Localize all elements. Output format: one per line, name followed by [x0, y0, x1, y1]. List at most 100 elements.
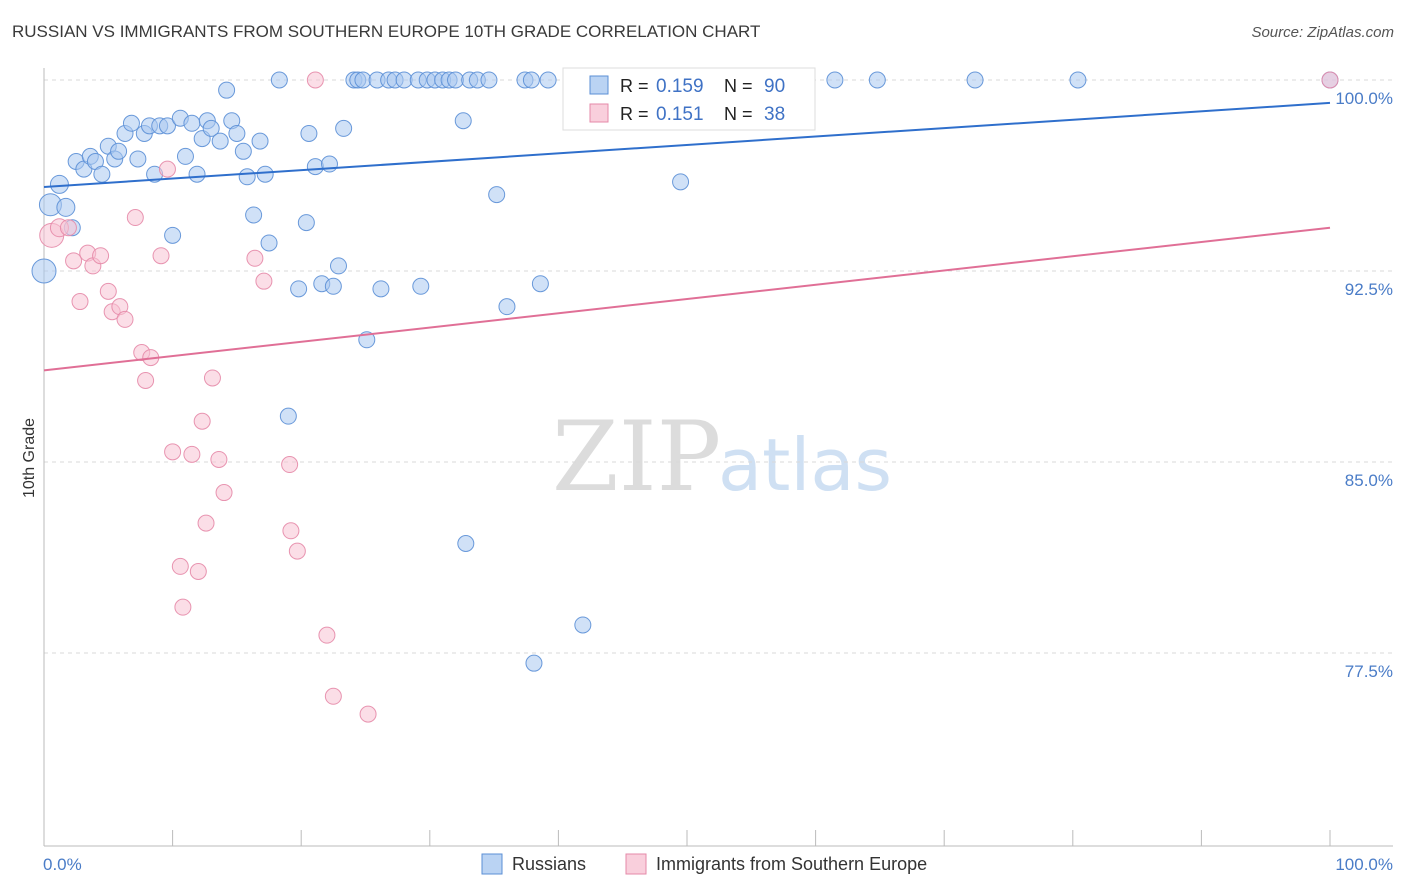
point-immigrants [189, 563, 207, 581]
gridlines [44, 79, 1393, 654]
point-immigrants [164, 443, 182, 461]
y-tick-label: 92.5% [1345, 280, 1393, 299]
point-russians [488, 186, 506, 204]
point-russians [56, 197, 76, 217]
point-immigrants [282, 522, 300, 540]
point-russians [372, 280, 390, 298]
point-immigrants [137, 372, 155, 390]
point-immigrants [197, 514, 215, 532]
point-russians [498, 298, 516, 316]
point-immigrants [215, 484, 233, 502]
point-immigrants [281, 456, 299, 474]
point-immigrants [174, 598, 192, 616]
point-russians [202, 119, 220, 137]
point-immigrants [71, 293, 89, 311]
point-russians [354, 71, 372, 89]
legend-swatch-immigrants [625, 853, 647, 875]
watermark-atlas: atlas [718, 423, 892, 507]
point-immigrants [59, 219, 77, 237]
point-immigrants [65, 252, 83, 270]
point-immigrants [306, 71, 324, 89]
point-russians [188, 165, 206, 183]
point-immigrants [92, 247, 110, 265]
point-immigrants [183, 445, 201, 463]
point-russians [129, 150, 147, 168]
x-tick-label-right: 100.0% [1335, 855, 1393, 874]
point-russians [251, 132, 269, 150]
stats-box: R = 0.159 N = 90 R = 0.151 N = 38 [562, 67, 816, 131]
point-russians [122, 114, 140, 132]
point-immigrants [158, 160, 176, 178]
point-immigrants [203, 369, 221, 387]
point-immigrants [359, 705, 377, 723]
point-immigrants [171, 557, 189, 575]
point-russians [93, 165, 111, 183]
stats-swatch-immigrants [589, 103, 609, 123]
point-immigrants [126, 209, 144, 227]
point-immigrants [193, 412, 211, 430]
point-russians [1069, 71, 1087, 89]
stats-n-label-russians: N = [724, 76, 753, 96]
watermark: ZIP atlas [552, 401, 892, 513]
trend-line-immigrants [43, 226, 1331, 372]
stats-n-label-immigrants: N = [724, 104, 753, 124]
point-immigrants [1321, 71, 1339, 89]
point-russians [966, 71, 984, 89]
legend: Russians Immigrants from Southern Europe [481, 853, 927, 875]
legend-swatch-russians [481, 853, 503, 875]
point-russians [525, 654, 543, 672]
point-russians [49, 174, 69, 194]
point-russians [329, 257, 347, 275]
point-russians [176, 147, 194, 165]
point-immigrants [246, 249, 264, 267]
point-russians [826, 71, 844, 89]
point-russians [335, 119, 353, 137]
point-immigrants [288, 542, 306, 560]
point-russians [395, 71, 413, 89]
point-russians [290, 280, 308, 298]
y-axis-label: 10th Grade [21, 418, 38, 498]
point-russians [256, 165, 274, 183]
point-russians [324, 277, 342, 295]
stats-n-value-russians: 90 [764, 76, 785, 97]
y-tick-label: 85.0% [1345, 471, 1393, 490]
point-russians [110, 142, 128, 160]
point-russians [228, 124, 246, 142]
point-immigrants [152, 247, 170, 265]
point-russians [454, 112, 472, 130]
point-russians [183, 114, 201, 132]
point-russians [245, 206, 263, 224]
point-immigrants [99, 282, 117, 300]
point-russians [531, 275, 549, 293]
stats-r-label-immigrants: R = [620, 104, 649, 124]
point-immigrants [116, 310, 134, 328]
stats-n-value-immigrants: 38 [764, 104, 785, 125]
point-russians [574, 616, 592, 634]
source-credit: Source: ZipAtlas.com [1251, 24, 1394, 41]
point-russians [539, 71, 557, 89]
point-russians [238, 168, 256, 186]
point-russians [457, 534, 475, 552]
trend-line-russians [43, 101, 1331, 188]
point-russians [164, 226, 182, 244]
point-immigrants [324, 687, 342, 705]
point-russians [522, 71, 540, 89]
point-immigrants [210, 450, 228, 468]
y-tick-label: 77.5% [1345, 662, 1393, 681]
watermark-zip: ZIP [552, 401, 721, 513]
point-immigrants [318, 626, 336, 644]
stats-r-value-immigrants: 0.151 [656, 104, 704, 125]
point-russians [260, 234, 278, 252]
point-russians [447, 71, 465, 89]
point-russians [279, 407, 297, 425]
y-tick-label: 100.0% [1335, 89, 1393, 108]
point-russians [234, 142, 252, 160]
stats-swatch-russians [589, 75, 609, 95]
data-points [31, 71, 1339, 723]
point-russians [158, 117, 176, 135]
stats-r-label-russians: R = [620, 76, 649, 96]
chart-title: RUSSIAN VS IMMIGRANTS FROM SOUTHERN EURO… [12, 22, 761, 41]
point-russians [270, 71, 288, 89]
point-russians [412, 277, 430, 295]
